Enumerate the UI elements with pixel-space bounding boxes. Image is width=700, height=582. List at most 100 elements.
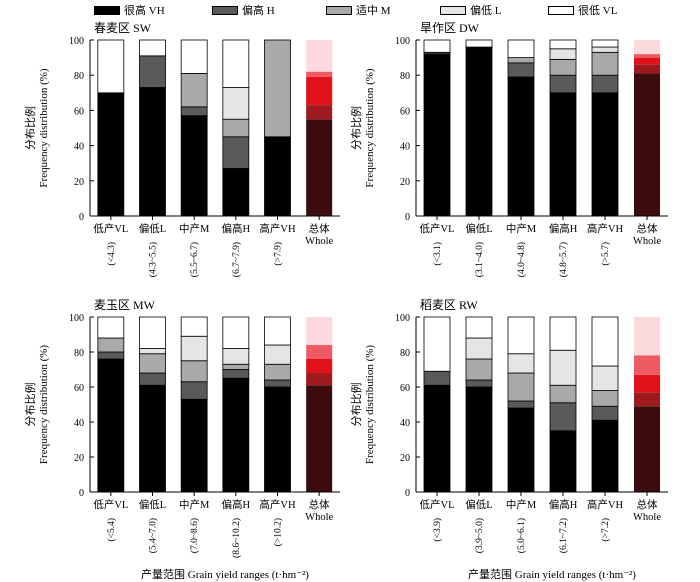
bar-segment-h xyxy=(97,351,125,360)
bar-segment-m xyxy=(634,374,660,393)
bar-segment-h xyxy=(549,402,577,432)
y-tick-label: 20 xyxy=(74,453,84,464)
bar-segment-l xyxy=(264,344,291,365)
x-category-label: 中产M xyxy=(506,498,537,511)
x-category-label: 偏高H xyxy=(549,498,578,511)
bar-segment-l xyxy=(222,348,250,365)
y-tick-label: 100 xyxy=(69,313,84,324)
x-range-label: (<3.9) xyxy=(432,518,443,542)
legend-swatch-vl xyxy=(548,5,574,15)
bar-segment-vh xyxy=(591,92,619,217)
bar-segment-h xyxy=(507,400,535,409)
bar-segment-h xyxy=(465,379,493,388)
y-tick-label: 100 xyxy=(69,36,84,47)
y-tick-label: 100 xyxy=(395,313,410,324)
y-tick-label: 0 xyxy=(79,488,84,499)
bar-segment-vl xyxy=(306,40,333,72)
legend-item-h: 偏高 H xyxy=(212,3,275,17)
bar-segment-vl xyxy=(97,39,125,94)
bar-segment-vl xyxy=(306,317,333,345)
y-axis-label-cn: 分布比例 xyxy=(23,106,37,150)
y-tick-label: 80 xyxy=(74,71,84,82)
y-tick-label: 0 xyxy=(79,212,84,223)
bar-segment-m xyxy=(264,363,291,381)
x-category-label: 总体 xyxy=(309,222,330,235)
chart-panel-2: 旱作区 DW 0 20 40 60 80 100 分布比例 Frequency distribu… xyxy=(349,21,668,277)
y-tick-label: 80 xyxy=(400,348,410,359)
bar-segment-h xyxy=(139,372,166,386)
y-axis-label-cn: 分布比例 xyxy=(23,383,37,427)
chart-title: 旱作区 DW xyxy=(420,21,480,35)
bar-segment-vl xyxy=(139,39,166,57)
x-range-label: (5.5~6.7) xyxy=(189,242,200,277)
bar-segment-m xyxy=(549,384,577,404)
bar-segment-m xyxy=(222,118,250,138)
bar-segment-m xyxy=(180,360,208,383)
bar-segment-m xyxy=(465,358,493,381)
y-axis-label-en: Frequency distribution (%) xyxy=(38,345,50,464)
bar-segment-vh xyxy=(549,92,577,217)
x-category-label: 低产VL xyxy=(420,222,455,235)
x-category-label: 总体 xyxy=(637,498,658,511)
bar-segment-vh xyxy=(306,385,333,492)
bar-segment-vh xyxy=(139,87,166,217)
y-tick-label: 80 xyxy=(74,348,84,359)
bar-segment-vh xyxy=(507,76,535,217)
bar-segment-l xyxy=(180,335,208,362)
x-category-label: 偏低L xyxy=(465,498,492,511)
bar-segment-vl xyxy=(634,40,660,55)
legend-label-l: 偏低 L xyxy=(470,5,502,17)
bar-segment-l xyxy=(549,48,577,60)
bar-segment-m xyxy=(264,39,291,138)
legend-label-vh: 很高 VH xyxy=(124,5,165,17)
x-category-label: 偏低L xyxy=(139,222,166,235)
chart-title: 春麦区 SW xyxy=(94,21,152,35)
x-category-label: 高产VH xyxy=(259,498,296,511)
x-category-label: 低产VL xyxy=(420,498,455,511)
x-category-label: 偏高H xyxy=(549,222,578,235)
bar-segment-h xyxy=(222,136,250,169)
y-tick-label: 60 xyxy=(74,106,84,117)
bar-segment-vl xyxy=(139,316,166,349)
y-axis-label-cn: 分布比例 xyxy=(349,383,363,427)
chart-title: 稻麦区 RW xyxy=(420,298,478,312)
bar-segment-h xyxy=(507,62,535,78)
y-tick-label: 40 xyxy=(400,142,410,153)
bar-segment-vh xyxy=(591,419,619,493)
bar-segment-vl xyxy=(634,317,660,356)
bar-segment-l xyxy=(139,348,166,355)
x-range-label: (>7.2) xyxy=(600,518,611,542)
bar-segment-m xyxy=(507,372,535,402)
legend-swatch-vh xyxy=(94,5,120,15)
y-axis-label-en: Frequency distribution (%) xyxy=(364,345,376,464)
bar-segment-vl xyxy=(97,316,125,339)
bar-segment-vl xyxy=(423,316,451,372)
bar-segment-m xyxy=(306,76,333,106)
bar-segment-vh xyxy=(180,398,208,493)
bar-segment-h xyxy=(306,105,333,120)
bar-segment-h xyxy=(549,74,577,94)
chart-panel-3: 麦玉区 MW 0 20 40 60 80 100 分布比例 Frequency distribu… xyxy=(23,298,340,581)
x-category-label: 中产M xyxy=(506,222,537,235)
chart-panel-4: 稻麦区 RW 0 20 40 60 80 100 分布比例 Frequency distribu… xyxy=(349,298,668,581)
x-range-label: (4.3~5.5) xyxy=(148,242,159,277)
bar-segment-h xyxy=(423,370,451,386)
x-range-label: (8.6~10.2) xyxy=(231,518,242,558)
bar-segment-h xyxy=(180,106,208,117)
x-range-label: (<3.1) xyxy=(432,242,443,266)
x-category-label-en: Whole xyxy=(633,512,661,523)
x-category-label-en: Whole xyxy=(305,236,333,247)
bar-segment-l xyxy=(634,355,660,375)
bar-segment-vl xyxy=(222,39,250,88)
bar-segment-vh xyxy=(97,358,125,493)
chart-legend: 很高 VH 偏高 H 适中 M 偏低 L 很低 VL xyxy=(0,0,700,20)
legend-swatch-h xyxy=(212,5,238,15)
bar-segment-h xyxy=(222,369,250,379)
bar-segment-vh xyxy=(306,119,333,216)
y-tick-label: 0 xyxy=(405,212,410,223)
x-range-label: (7.0~8.6) xyxy=(189,518,200,553)
bar-segment-l xyxy=(306,345,333,359)
x-category-label: 高产VH xyxy=(587,498,624,511)
bar-segment-vl xyxy=(180,316,208,337)
